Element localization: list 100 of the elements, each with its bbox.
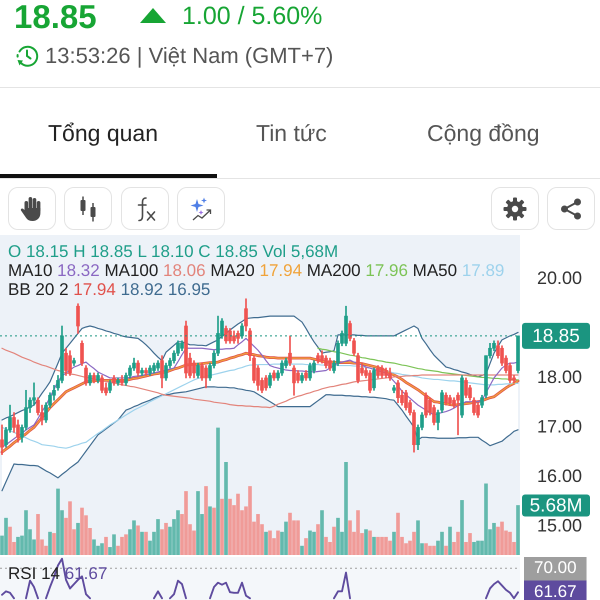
bar [288,512,292,555]
bar [224,462,228,555]
bar [332,526,336,555]
bar [144,532,148,555]
bar [316,524,320,555]
bar [120,536,124,555]
bar [52,533,56,555]
bar [48,532,52,555]
bar [372,536,376,555]
bar [492,522,496,555]
candlestick [0,424,4,455]
bar [440,532,444,555]
bar [8,526,12,555]
bar [424,543,428,555]
text: 5.68M [530,496,582,517]
bar [468,533,472,555]
bar [236,494,240,555]
chart-subtitle: 1.00 / 5.60% [182,1,322,31]
bar [356,510,360,555]
bar [472,542,476,555]
bar [312,532,316,555]
bar [208,506,212,555]
bar [164,522,168,555]
bar [92,539,96,555]
y-tick-label: 70.00 [534,558,577,577]
annotation: O 18.15 H 18.85 L 18.10 C 18.85 Vol 5,68M [8,242,340,261]
bar [484,484,488,555]
bar [304,538,308,555]
bar [428,546,432,555]
y-tick-label: 18.00 [537,366,582,387]
bar [184,491,188,555]
bar [80,508,84,555]
bar [104,536,108,555]
y-tick-label: 20.00 [537,268,582,288]
bar [24,510,28,555]
bar [212,508,216,555]
bar [364,529,368,555]
text: Tổng quan [48,119,158,147]
bar [268,530,272,555]
bar [264,532,268,555]
annotation: BB 20 2 17.94 18.92 16.95 [8,280,212,299]
bar [136,525,140,555]
text: Tin tức [256,119,327,147]
y-tick-label: 15.00 [537,515,582,536]
bar [176,510,180,555]
chart-title: 18.85 [14,0,97,35]
candlestick [456,392,460,436]
bar [196,491,200,555]
bar [276,530,280,555]
bar [216,428,220,555]
bar [320,510,324,555]
bar [388,540,392,555]
bar [228,498,232,555]
bar [476,540,480,555]
y-tick-label: 16.00 [537,466,582,486]
bar [248,486,252,555]
bar [324,536,328,555]
bar [344,462,348,555]
y-tick-label: 17.00 [537,416,582,436]
bar [256,514,260,555]
bar [36,514,40,555]
bar [508,532,512,555]
bar [396,512,400,555]
bar [308,530,312,555]
bar [112,534,116,555]
bar [124,534,128,555]
bar [384,536,388,555]
bar [16,536,20,555]
bar [460,500,464,555]
ref-line-label: 18.85 [532,326,580,348]
bar [300,546,304,555]
bar [448,526,452,555]
bar [456,532,460,555]
bar [412,532,416,555]
bar [444,546,448,555]
bar [380,536,384,555]
bar [76,522,80,555]
bar [100,543,104,555]
bar [432,546,436,555]
bar [132,520,136,555]
bar [516,505,520,555]
bar [392,532,396,555]
bar [368,530,372,555]
bar [284,522,288,555]
bar [348,520,352,555]
text: Cộng đồng [427,119,540,147]
bar [56,488,60,555]
bar [500,522,504,555]
bar [156,519,160,555]
text: 13:53:26 | Việt Nam (GMT+7) [45,42,334,69]
bar [4,518,8,555]
bar [416,520,420,555]
text: MA10 18.32 MA100 18.06 MA20 17.94 MA200 17.96 MA50 17.89 [8,261,504,280]
bar [220,498,224,555]
bar [204,486,208,555]
bar [68,501,72,555]
bar [336,518,340,555]
y-tick-label: 61.67 [534,582,577,600]
bar [296,520,300,555]
bar [140,532,144,555]
